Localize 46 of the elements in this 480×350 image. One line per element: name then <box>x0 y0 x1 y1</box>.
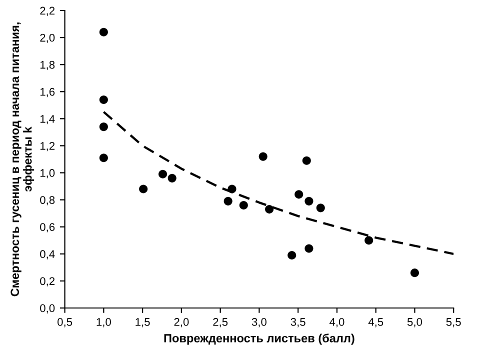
x-tick-label: 0,5 <box>58 318 72 328</box>
point <box>228 184 236 194</box>
point <box>99 154 108 162</box>
x-tick-label: 1,5 <box>136 318 150 328</box>
point <box>364 236 374 245</box>
y-tick-label: 2,0 <box>40 34 55 43</box>
y-tick-label: 1,8 <box>40 60 55 70</box>
y-tick-label: 1,6 <box>40 88 55 98</box>
point <box>99 95 108 104</box>
y-tick-label: 0,0 <box>40 304 55 314</box>
point <box>239 200 248 210</box>
y-tick-label: 0,6 <box>40 223 55 232</box>
point <box>158 170 168 178</box>
x-tick-label: 3,5 <box>290 318 306 328</box>
point <box>139 184 148 194</box>
x-tick-label: 2,0 <box>174 318 189 328</box>
y-tick-label: 0,8 <box>40 196 55 206</box>
line-series <box>102 110 454 256</box>
y-tick-label: 1,2 <box>40 142 55 152</box>
point <box>288 250 296 260</box>
y-tick-label: 0,4 <box>40 250 55 260</box>
point <box>302 156 311 165</box>
y-tick-label: 2,2 <box>40 6 55 16</box>
point <box>304 244 314 253</box>
point <box>410 268 419 278</box>
point <box>294 190 304 199</box>
point <box>304 196 314 206</box>
point <box>99 122 108 132</box>
point <box>168 174 176 182</box>
point <box>99 28 108 36</box>
x-tick-label: 2,5 <box>213 318 228 328</box>
point <box>265 205 274 214</box>
point <box>258 152 268 161</box>
x-axis-title: Поврежденность листьев (балл) <box>164 334 354 345</box>
y-axis-title: Смертность гусениц в период начала питания, эффекты k <box>10 22 34 296</box>
x-tick-label: 1,0 <box>96 318 111 328</box>
y-tick-label: 0,2 <box>40 277 55 286</box>
x-tick-label: 3,0 <box>252 318 266 328</box>
y-tick-label: 1,0 <box>40 169 55 178</box>
y-tick-label: 1,4 <box>40 115 55 124</box>
x-tick-label: 5,5 <box>446 318 461 328</box>
point <box>224 196 232 206</box>
x-tick-label: 4,5 <box>368 318 384 328</box>
x-tick-label: 4,0 <box>329 318 344 328</box>
point <box>316 204 325 212</box>
x-tick-label: 5,0 <box>407 318 422 328</box>
